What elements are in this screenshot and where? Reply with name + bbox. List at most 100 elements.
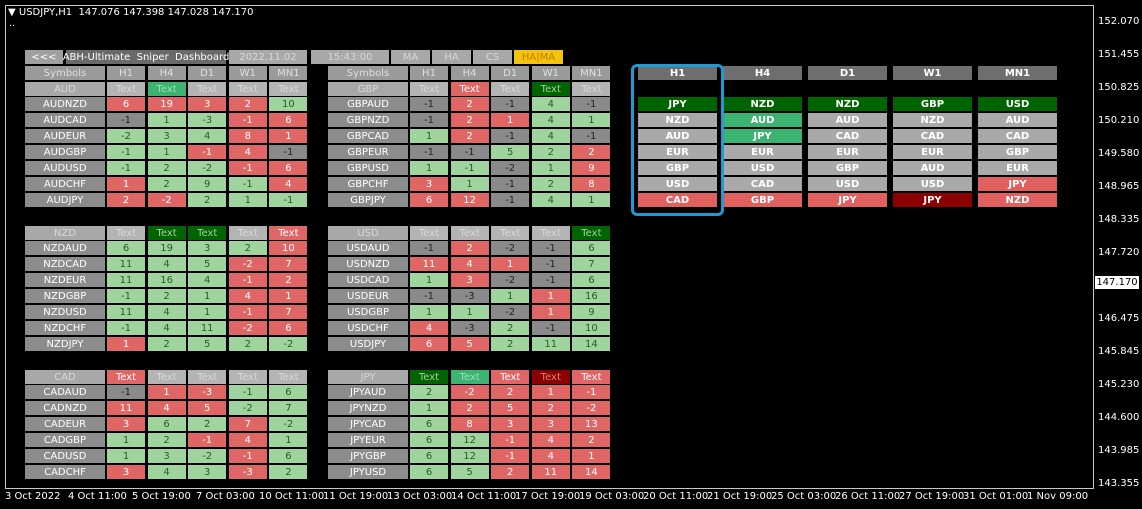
signal-cell: Text xyxy=(410,370,448,384)
value-cell: 8 xyxy=(450,417,489,431)
value-cell: 2 xyxy=(107,193,145,207)
strength-cell: USD xyxy=(638,177,717,191)
pair-symbol[interactable]: JPYEUR xyxy=(328,433,408,447)
value-cell: -1 xyxy=(228,385,267,399)
pair-symbol[interactable]: JPYAUD xyxy=(328,385,408,399)
value-cell: 1 xyxy=(531,385,570,399)
pair-symbol[interactable]: AUDNZD xyxy=(25,97,105,111)
signal-cell: Text xyxy=(491,370,530,384)
value-cell: -1 xyxy=(107,161,145,175)
value-cell: 2 xyxy=(269,273,308,287)
pair-symbol[interactable]: USDJPY xyxy=(328,337,408,351)
column-header: W1 xyxy=(228,66,267,80)
pair-symbol[interactable]: CADNZD xyxy=(25,401,105,415)
pair-symbol[interactable]: AUDUSD xyxy=(25,161,105,175)
value-cell: 3 xyxy=(107,465,145,479)
value-cell: 1 xyxy=(269,289,308,303)
time-label: 20 Oct 11:00 xyxy=(643,490,709,502)
pair-symbol[interactable]: JPYNZD xyxy=(328,401,408,415)
strength-cell: EUR xyxy=(808,145,887,159)
pair-symbol[interactable]: GBPNZD xyxy=(328,113,408,127)
pair-symbol[interactable]: JPYGBP xyxy=(328,449,408,463)
pair-symbol[interactable]: GBPUSD xyxy=(328,161,408,175)
strength-cell: GBP xyxy=(978,145,1057,159)
pair-symbol[interactable]: AUDGBP xyxy=(25,145,105,159)
pair-symbol[interactable]: NZDGBP xyxy=(25,289,105,303)
pair-symbol[interactable]: CADEUR xyxy=(25,417,105,431)
value-cell: 6 xyxy=(147,417,186,431)
pair-symbol[interactable]: NZDJPY xyxy=(25,337,105,351)
pair-symbol[interactable]: NZDCHF xyxy=(25,321,105,335)
strength-cell: EUR xyxy=(723,145,802,159)
value-cell: 11 xyxy=(188,321,227,335)
pair-symbol[interactable]: JPYCAD xyxy=(328,417,408,431)
pair-symbol[interactable]: AUDCAD xyxy=(25,113,105,127)
pair-symbol[interactable]: NZDUSD xyxy=(25,305,105,319)
value-cell: 8 xyxy=(228,129,267,143)
pair-symbol[interactable]: GBPCHF xyxy=(328,177,408,191)
value-cell: 6 xyxy=(410,193,448,207)
pair-symbol[interactable]: GBPEUR xyxy=(328,145,408,159)
time-label: 1 Nov 09:00 xyxy=(1027,490,1089,502)
pair-symbol[interactable]: GBPAUD xyxy=(328,97,408,111)
signal-cell: Text xyxy=(107,226,145,240)
time-label: 19 Oct 03:00 xyxy=(579,490,645,502)
value-cell: 9 xyxy=(572,161,611,175)
toolbar-item[interactable]: CS xyxy=(473,50,512,64)
pair-symbol[interactable]: CADAUD xyxy=(25,385,105,399)
price-label: 152.070 xyxy=(1098,15,1140,27)
pair-symbol[interactable]: CADUSD xyxy=(25,449,105,463)
pair-symbol[interactable]: AUDEUR xyxy=(25,129,105,143)
value-cell: 2 xyxy=(572,145,611,159)
value-cell: 2 xyxy=(531,177,570,191)
value-cell: 12 xyxy=(450,193,489,207)
toolbar-item[interactable]: HA xyxy=(432,50,471,64)
value-cell: -1 xyxy=(188,433,227,447)
pair-symbol[interactable]: GBPCAD xyxy=(328,129,408,143)
value-cell: 3 xyxy=(188,241,227,255)
toolbar-item[interactable]: HA|MA xyxy=(514,50,563,64)
pair-symbol[interactable]: CADCHF xyxy=(25,465,105,479)
pair-symbol[interactable]: AUDCHF xyxy=(25,177,105,191)
pair-symbol[interactable]: USDAUD xyxy=(328,241,408,255)
value-cell: -1 xyxy=(269,193,308,207)
pair-symbol[interactable]: JPYUSD xyxy=(328,465,408,479)
value-cell: -3 xyxy=(188,385,227,399)
toolbar-item[interactable]: MA xyxy=(391,50,430,64)
pair-symbol[interactable]: NZDAUD xyxy=(25,241,105,255)
pair-symbol[interactable]: AUDJPY xyxy=(25,193,105,207)
pair-symbol[interactable]: NZDEUR xyxy=(25,273,105,287)
value-cell: 6 xyxy=(410,417,448,431)
value-cell: 1 xyxy=(410,305,448,319)
value-cell: -2 xyxy=(269,337,308,351)
value-cell: 16 xyxy=(147,273,186,287)
pair-symbol[interactable]: CADGBP xyxy=(25,433,105,447)
pair-symbol[interactable]: USDCAD xyxy=(328,273,408,287)
pair-symbol[interactable]: USDCHF xyxy=(328,321,408,335)
pair-symbol[interactable]: USDEUR xyxy=(328,289,408,303)
value-cell: 1 xyxy=(410,273,448,287)
value-cell: -1 xyxy=(531,273,570,287)
pair-symbol[interactable]: USDGBP xyxy=(328,305,408,319)
value-cell: 6 xyxy=(269,113,308,127)
time-label: 17 Oct 19:00 xyxy=(515,490,581,502)
pair-symbol[interactable]: GBPJPY xyxy=(328,193,408,207)
pair-symbol[interactable]: USDNZD xyxy=(328,257,408,271)
value-cell: 5 xyxy=(188,401,227,415)
strength-cell: EUR xyxy=(638,145,717,159)
value-cell: 10 xyxy=(572,321,611,335)
value-cell: 1 xyxy=(147,145,186,159)
value-cell: -1 xyxy=(531,257,570,271)
pair-symbol[interactable]: NZDCAD xyxy=(25,257,105,271)
value-cell: -1 xyxy=(107,113,145,127)
value-cell: 1 xyxy=(572,449,611,463)
back-button[interactable]: <<< xyxy=(25,50,63,64)
strength-cell: NZD xyxy=(978,193,1057,207)
value-cell: 2 xyxy=(491,385,530,399)
currency-label: AUD xyxy=(25,82,105,96)
value-cell: 11 xyxy=(107,273,145,287)
strength-header: H1 xyxy=(638,66,717,80)
value-cell: 6 xyxy=(107,241,145,255)
value-cell: 2 xyxy=(228,337,267,351)
